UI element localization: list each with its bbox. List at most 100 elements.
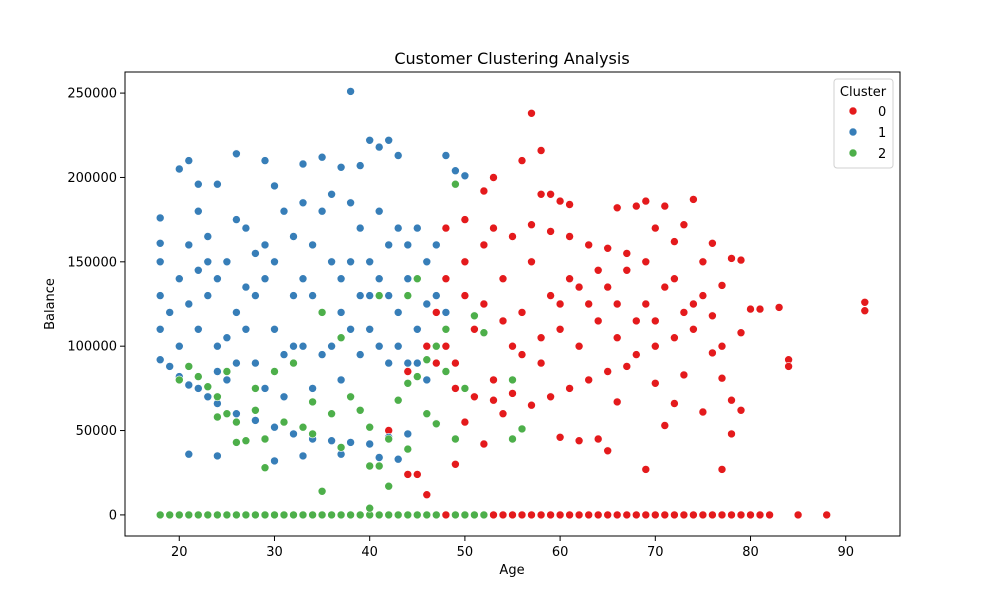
data-point-cluster-1 [393, 341, 403, 351]
data-point-cluster-1 [346, 438, 355, 447]
data-point-cluster-0 [822, 510, 832, 520]
data-point-cluster-0 [708, 348, 717, 358]
data-point-cluster-2 [451, 434, 460, 444]
data-point-cluster-0 [670, 237, 679, 246]
data-point-cluster-2 [336, 333, 346, 343]
data-point-cluster-1 [336, 308, 346, 317]
data-point-cluster-1 [422, 375, 432, 385]
data-point-cluster-2 [374, 461, 384, 471]
x-tick-label: 50 [457, 545, 474, 560]
data-point-cluster-2 [479, 510, 489, 520]
data-point-cluster-0 [431, 358, 441, 368]
data-point-cluster-1 [289, 291, 298, 300]
data-point-cluster-2 [384, 481, 394, 491]
data-point-cluster-2 [365, 503, 375, 513]
legend-label-0: 0 [878, 105, 886, 120]
data-point-cluster-2 [289, 358, 298, 368]
data-point-cluster-0 [603, 282, 613, 292]
data-point-cluster-0 [784, 362, 793, 371]
data-point-cluster-1 [431, 291, 441, 300]
data-point-cluster-1 [251, 249, 260, 258]
data-point-cluster-0 [650, 223, 660, 233]
data-point-cluster-1 [393, 308, 403, 317]
data-point-cluster-1 [393, 223, 403, 233]
data-point-cluster-0 [717, 281, 727, 290]
data-point-cluster-1 [365, 136, 375, 145]
data-point-cluster-2 [184, 362, 194, 371]
data-point-cluster-2 [317, 308, 327, 317]
data-point-cluster-2 [412, 372, 422, 381]
data-point-cluster-0 [584, 375, 594, 385]
data-point-cluster-1 [194, 265, 203, 275]
data-point-cluster-1 [155, 291, 165, 300]
data-point-cluster-0 [612, 397, 622, 407]
data-point-cluster-1 [260, 240, 270, 250]
data-point-cluster-0 [755, 510, 765, 520]
data-point-cluster-0 [736, 328, 746, 338]
data-point-cluster-0 [527, 400, 536, 410]
data-point-cluster-2 [270, 510, 279, 520]
data-point-cluster-2 [384, 434, 394, 444]
data-point-cluster-0 [403, 367, 413, 376]
data-point-cluster-2 [260, 510, 270, 520]
data-point-cluster-0 [555, 299, 565, 309]
data-point-cluster-2 [317, 510, 327, 520]
data-point-cluster-1 [175, 164, 184, 174]
data-point-cluster-0 [517, 510, 527, 520]
data-point-cluster-2 [460, 384, 470, 393]
data-point-cluster-0 [670, 333, 679, 343]
data-point-cluster-0 [546, 291, 555, 300]
data-point-cluster-1 [260, 384, 270, 393]
data-point-cluster-1 [213, 274, 222, 284]
data-point-cluster-2 [279, 510, 289, 520]
data-point-cluster-0 [593, 316, 603, 326]
y-axis-label: Balance [43, 278, 58, 330]
data-point-cluster-1 [175, 274, 184, 284]
data-point-cluster-0 [565, 384, 574, 393]
data-point-cluster-0 [489, 173, 498, 182]
data-point-cluster-0 [774, 303, 784, 312]
data-point-cluster-0 [612, 510, 622, 520]
legend-items: 0 1 2 [848, 105, 886, 162]
data-point-cluster-1 [393, 454, 403, 464]
data-point-cluster-2 [194, 372, 203, 381]
data-point-cluster-0 [650, 510, 660, 520]
data-point-cluster-0 [460, 291, 470, 300]
data-point-cluster-1 [403, 274, 413, 284]
data-point-cluster-0 [631, 316, 641, 326]
data-point-cluster-2 [298, 422, 308, 432]
data-point-cluster-0 [679, 510, 689, 520]
data-point-cluster-1 [317, 152, 327, 162]
y-tick-label: 200000 [67, 171, 117, 186]
data-point-cluster-0 [451, 459, 460, 469]
data-point-cluster-2 [479, 328, 489, 338]
data-point-cluster-0 [555, 510, 565, 520]
data-point-cluster-0 [584, 510, 594, 520]
legend-label-1: 1 [878, 126, 886, 141]
data-point-cluster-1 [365, 439, 375, 449]
data-point-cluster-0 [527, 510, 536, 520]
data-point-cluster-0 [660, 282, 670, 292]
data-point-cluster-0 [689, 324, 698, 334]
data-point-cluster-1 [260, 156, 270, 165]
data-point-cluster-0 [631, 201, 641, 211]
data-point-cluster-2 [470, 510, 479, 520]
data-point-cluster-1 [308, 240, 317, 250]
data-point-cluster-2 [441, 324, 451, 334]
data-point-cluster-0 [641, 299, 651, 309]
data-point-cluster-0 [489, 510, 498, 520]
data-point-cluster-0 [489, 395, 498, 405]
data-point-cluster-2 [213, 510, 222, 520]
data-point-cluster-1 [155, 355, 165, 365]
y-axis: 0 50000 100000 150000 200000 250000 [67, 87, 125, 523]
legend-label-2: 2 [878, 147, 886, 162]
data-point-cluster-1 [384, 136, 394, 145]
data-point-cluster-2 [393, 510, 403, 520]
data-point-cluster-0 [508, 389, 517, 398]
data-point-cluster-0 [612, 203, 622, 213]
legend-marker-2 [848, 148, 858, 158]
data-point-cluster-0 [460, 417, 470, 427]
data-point-cluster-2 [232, 438, 241, 447]
data-point-cluster-0 [641, 510, 651, 520]
data-point-cluster-2 [422, 355, 432, 365]
